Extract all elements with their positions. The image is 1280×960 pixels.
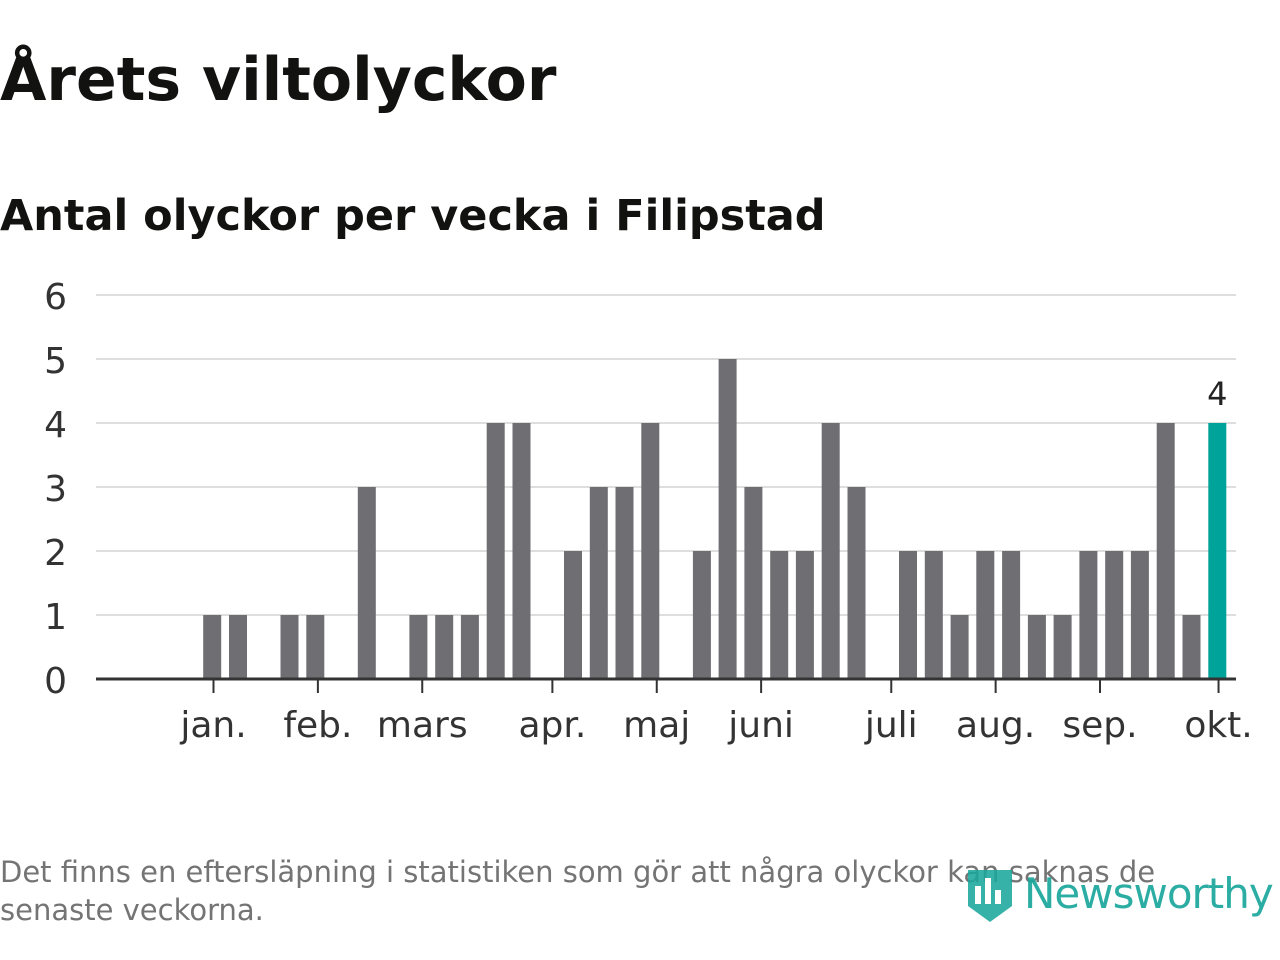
bar	[692, 551, 711, 679]
bar	[306, 615, 325, 679]
brand-logo: Newsworthy	[964, 862, 1274, 926]
bar	[641, 423, 660, 679]
y-tick-label: 4	[44, 405, 67, 446]
bar	[795, 551, 814, 679]
bar	[615, 487, 634, 679]
y-tick-label: 1	[44, 597, 67, 638]
x-tick-label: sep.	[1062, 705, 1137, 746]
x-axis	[96, 677, 1236, 693]
bar-chart: 0 1 2 3 4 5 6 4 jan. feb. mars apr. maj juni juli aug. s…	[44, 277, 1253, 746]
bar	[1053, 615, 1072, 679]
bar-highlight	[1208, 423, 1227, 679]
bar	[1182, 615, 1201, 679]
bar	[409, 615, 428, 679]
bar	[589, 487, 608, 679]
bar	[486, 423, 505, 679]
y-tick-label: 2	[44, 533, 67, 574]
x-tick-label: feb.	[283, 705, 352, 746]
bar	[1105, 551, 1124, 679]
bar	[435, 615, 454, 679]
x-tick-label: jan.	[179, 705, 246, 746]
bar	[1002, 551, 1021, 679]
highlight-value-label: 4	[1207, 375, 1227, 413]
x-tick-label: juni	[727, 705, 794, 746]
bar	[512, 423, 531, 679]
bar	[744, 487, 763, 679]
bar	[718, 359, 737, 679]
x-tick-label: apr.	[518, 705, 586, 746]
x-tick-label: mars	[377, 705, 468, 746]
bar	[950, 615, 969, 679]
x-tick-label: aug.	[956, 705, 1035, 746]
x-tick-label: maj	[623, 705, 690, 746]
x-tick-label: juli	[864, 705, 918, 746]
bar	[1079, 551, 1098, 679]
y-tick-label: 0	[44, 661, 67, 702]
bar	[280, 615, 299, 679]
bar	[1130, 551, 1149, 679]
bar	[203, 615, 222, 679]
chart-subtitle: Antal olyckor per vecka i Filipstad	[0, 191, 826, 241]
footnote: Det finns en eftersläpning i statistiken…	[0, 855, 1156, 927]
bar	[564, 551, 582, 679]
bar	[821, 423, 840, 679]
bar	[357, 487, 376, 679]
y-tick-label: 6	[44, 277, 67, 318]
grid-lines	[96, 294, 1236, 616]
bars	[203, 359, 1227, 679]
y-tick-label: 3	[44, 469, 67, 510]
x-tick-label: okt.	[1184, 705, 1252, 746]
chart-title: Årets viltolyckor	[0, 45, 557, 115]
newsworthy-logo-icon	[968, 870, 1012, 922]
y-tick-label: 5	[44, 341, 67, 382]
axis-labels: 0 1 2 3 4 5 6 4 jan. feb. mars apr. maj juni juli aug. s…	[44, 277, 1253, 746]
bar	[770, 551, 789, 679]
bar	[976, 551, 995, 679]
bar	[229, 615, 247, 679]
bar	[847, 487, 866, 679]
bar	[1156, 423, 1175, 679]
brand-name: Newsworthy	[1024, 869, 1274, 918]
bar	[899, 551, 917, 679]
bar	[1027, 615, 1046, 679]
bar	[460, 615, 479, 679]
bar	[924, 551, 943, 679]
